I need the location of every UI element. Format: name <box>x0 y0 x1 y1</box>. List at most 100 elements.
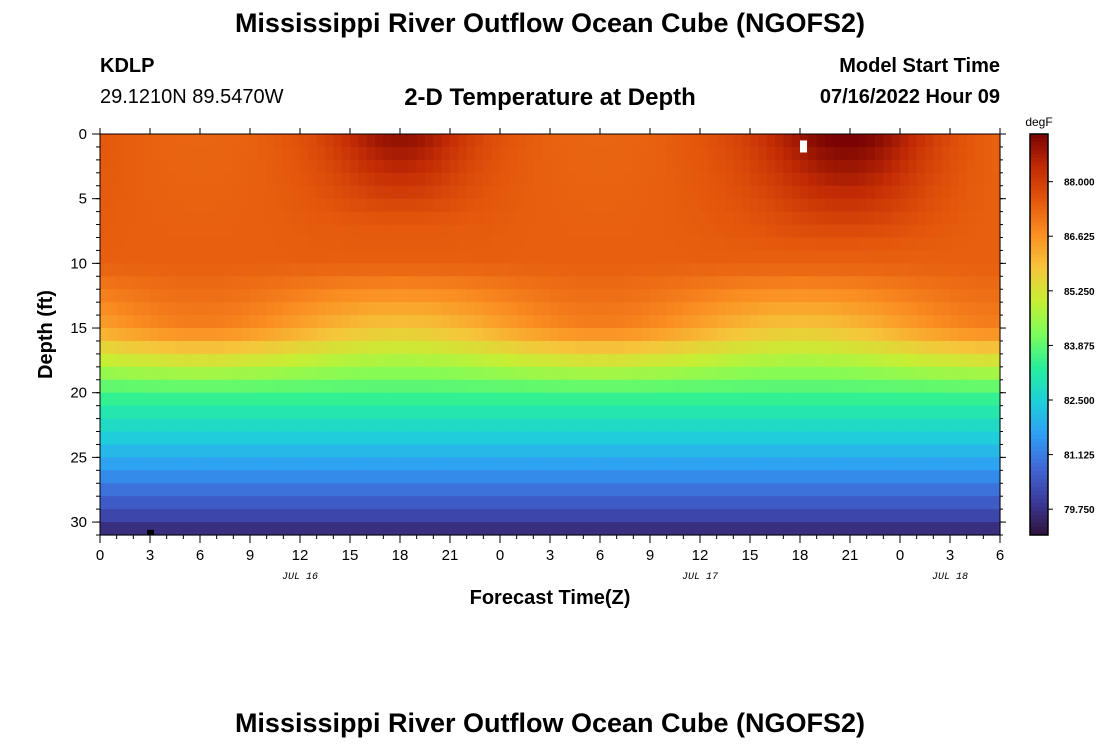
heatmap-cell <box>850 522 859 536</box>
heatmap-cell <box>825 185 834 200</box>
heatmap-cell <box>741 353 751 368</box>
heatmap-cell <box>141 522 151 536</box>
heatmap-cell <box>683 289 693 303</box>
heatmap-cell <box>666 302 676 316</box>
heatmap-cell <box>383 444 393 458</box>
heatmap-cell <box>158 276 168 290</box>
heatmap-cell <box>716 418 726 433</box>
heatmap-cell <box>400 431 409 446</box>
heatmap-cell <box>650 522 659 536</box>
heatmap-cell <box>166 340 176 355</box>
heatmap-cell <box>508 496 518 510</box>
heatmap-cell <box>800 431 809 446</box>
heatmap-cell <box>283 172 293 187</box>
heatmap-cell <box>600 224 609 239</box>
heatmap-cell <box>358 172 368 187</box>
heatmap-cell <box>566 328 576 342</box>
heatmap-cell <box>133 509 143 523</box>
heatmap-cell <box>658 315 668 329</box>
heatmap-cell <box>316 457 326 471</box>
heatmap-cell <box>366 366 376 381</box>
heatmap-cell <box>133 263 143 277</box>
heatmap-cell <box>933 328 943 342</box>
heatmap-cell <box>566 237 576 252</box>
heatmap-cell <box>508 302 518 316</box>
heatmap-cell <box>833 483 843 497</box>
heatmap-cell <box>183 250 193 264</box>
heatmap-cell <box>541 431 551 446</box>
heatmap-cell <box>866 418 876 433</box>
heatmap-cell <box>608 392 618 407</box>
heatmap-cell <box>616 276 626 290</box>
heatmap-cell <box>166 289 176 303</box>
heatmap-cell <box>283 289 293 303</box>
heatmap-cell <box>808 418 818 433</box>
heatmap-cell <box>991 185 1001 200</box>
heatmap-cell <box>558 509 568 523</box>
heatmap-cell <box>550 315 559 329</box>
heatmap-cell <box>141 250 151 264</box>
heatmap-cell <box>466 392 476 407</box>
heatmap-cell <box>725 353 734 368</box>
heatmap-cell <box>941 289 951 303</box>
heatmap-cell <box>141 185 151 200</box>
heatmap-cell <box>475 263 484 277</box>
heatmap-cell <box>133 276 143 290</box>
heatmap-cell <box>350 483 359 497</box>
heatmap-cell <box>516 315 526 329</box>
heatmap-cell <box>758 263 768 277</box>
heatmap-cell <box>991 263 1001 277</box>
heatmap-cell <box>958 457 968 471</box>
heatmap-cell <box>325 470 334 484</box>
colorbar-swatch <box>1030 246 1048 251</box>
heatmap-cell <box>716 431 726 446</box>
heatmap-cell <box>866 328 876 342</box>
heatmap-cell <box>558 457 568 471</box>
heatmap-cell <box>316 134 326 148</box>
heatmap-cell <box>608 289 618 303</box>
heatmap-cell <box>983 522 993 536</box>
heatmap-cell <box>191 470 201 484</box>
heatmap-cell <box>500 392 509 407</box>
heatmap-cell <box>541 146 551 161</box>
x-tick-label: 3 <box>946 547 954 564</box>
heatmap-cell <box>216 328 226 342</box>
heatmap-cell <box>641 457 651 471</box>
heatmap-cell <box>816 522 826 536</box>
heatmap-cell <box>733 211 743 226</box>
heatmap-cell <box>883 289 893 303</box>
heatmap-cell <box>183 366 193 381</box>
heatmap-cell <box>275 146 284 161</box>
heatmap-cell <box>583 159 593 174</box>
heatmap-cell <box>425 366 434 381</box>
heatmap-cell <box>841 431 851 446</box>
heatmap-cell <box>383 496 393 510</box>
heatmap-cell <box>458 250 468 264</box>
heatmap-cell <box>958 211 968 226</box>
heatmap-cell <box>516 159 526 174</box>
heatmap-cell <box>191 496 201 510</box>
heatmap-cell <box>391 444 401 458</box>
heatmap-cell <box>741 366 751 381</box>
heatmap-cell <box>116 263 126 277</box>
heatmap-cell <box>783 522 793 536</box>
heatmap-cell <box>416 134 426 148</box>
heatmap-cell <box>133 444 143 458</box>
heatmap-cell <box>933 302 943 316</box>
heatmap-cell <box>983 366 993 381</box>
heatmap-cell <box>158 146 168 161</box>
colorbar-swatch <box>1030 462 1048 468</box>
heatmap-cell <box>225 237 234 252</box>
heatmap-cell <box>650 276 659 290</box>
heatmap-cell <box>283 366 293 381</box>
heatmap-cell <box>783 250 793 264</box>
heatmap-cell <box>850 457 859 471</box>
heatmap-cell <box>216 185 226 200</box>
heatmap-cell <box>558 366 568 381</box>
heatmap-cell <box>458 134 468 148</box>
heatmap-cell <box>116 185 126 200</box>
heatmap-cell <box>466 470 476 484</box>
heatmap-cell <box>708 405 718 420</box>
heatmap-cell <box>158 509 168 523</box>
heatmap-cell <box>250 405 259 420</box>
